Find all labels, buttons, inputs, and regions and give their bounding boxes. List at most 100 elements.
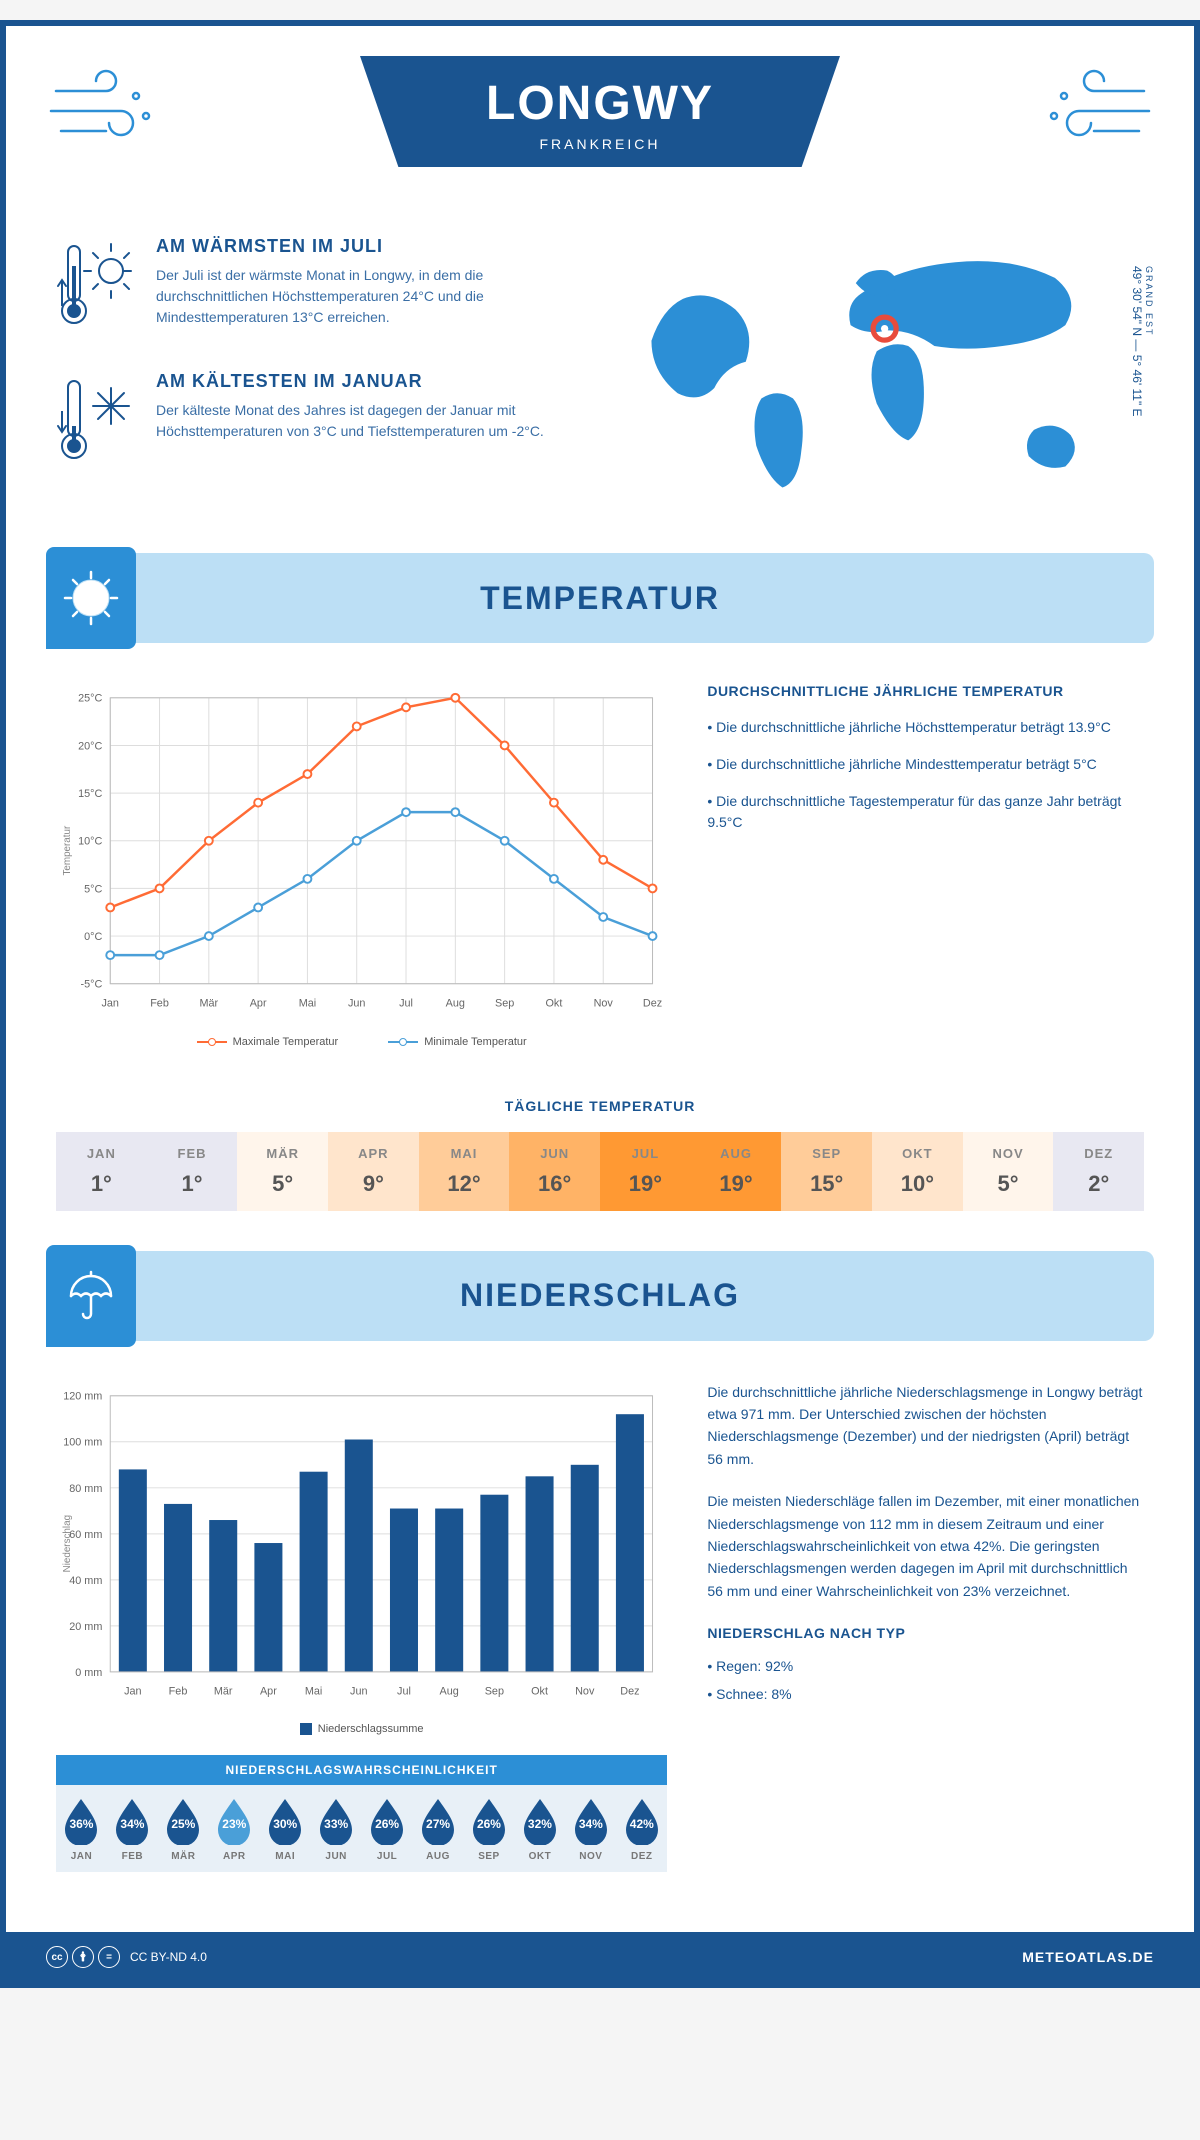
daily-temp-cell: SEP15° (781, 1132, 872, 1211)
svg-text:Jan: Jan (102, 998, 119, 1010)
svg-text:Apr: Apr (260, 1685, 277, 1697)
section-title: TEMPERATUR (480, 580, 720, 617)
drop-icon: 23% (214, 1797, 254, 1845)
coldest-title: AM KÄLTESTEN IM JANUAR (156, 371, 580, 392)
drop-icon: 36% (61, 1797, 101, 1845)
sun-icon (46, 547, 136, 649)
drop-icon: 30% (265, 1797, 305, 1845)
section-banner-precipitation: NIEDERSCHLAG (46, 1251, 1154, 1341)
temp-bullet: • Die durchschnittliche Tagestemperatur … (707, 791, 1144, 833)
daily-temp-cell: DEZ2° (1053, 1132, 1144, 1211)
daily-temp-cell: AUG19° (691, 1132, 782, 1211)
header: LONGWY FRANKREICH (6, 26, 1194, 226)
daily-temp-cell: FEB1° (147, 1132, 238, 1211)
title-banner: LONGWY FRANKREICH (360, 56, 840, 167)
warmest-title: AM WÄRMSTEN IM JULI (156, 236, 580, 257)
svg-text:Aug: Aug (440, 1685, 459, 1697)
svg-text:Niederschlag: Niederschlag (62, 1515, 73, 1572)
infographic-page: LONGWY FRANKREICH (0, 20, 1200, 1988)
umbrella-icon (46, 1245, 136, 1347)
drop-icon: 32% (520, 1797, 560, 1845)
svg-text:15°C: 15°C (78, 789, 102, 801)
svg-text:Sep: Sep (485, 1685, 504, 1697)
svg-text:Temperatur: Temperatur (62, 825, 73, 876)
svg-text:120 mm: 120 mm (63, 1390, 102, 1402)
svg-text:Apr: Apr (250, 998, 267, 1010)
svg-text:-5°C: -5°C (81, 979, 103, 991)
prob-cell: 27% AUG (413, 1785, 464, 1872)
drop-icon: 27% (418, 1797, 458, 1845)
svg-text:Feb: Feb (150, 998, 169, 1010)
prob-cell: 32% OKT (514, 1785, 565, 1872)
prob-cell: 33% JUN (311, 1785, 362, 1872)
precip-type-bullet: • Schnee: 8% (707, 1683, 1144, 1705)
daily-temp-cell: MAI12° (419, 1132, 510, 1211)
daily-temp-cell: MÄR5° (237, 1132, 328, 1211)
precip-type-title: NIEDERSCHLAG NACH TYP (707, 1622, 1144, 1644)
svg-text:Dez: Dez (643, 998, 662, 1010)
prob-cell: 23% APR (209, 1785, 260, 1872)
city-name: LONGWY (460, 76, 740, 131)
country-name: FRANKREICH (460, 136, 740, 152)
daily-temp-cell: JUL19° (600, 1132, 691, 1211)
section-title: NIEDERSCHLAG (460, 1277, 740, 1314)
drop-icon: 26% (469, 1797, 509, 1845)
facts-column: AM WÄRMSTEN IM JULI Der Juli ist der wär… (56, 236, 580, 513)
prob-cell: 36% JAN (56, 1785, 107, 1872)
site-name: METEOATLAS.DE (1022, 1949, 1154, 1965)
daily-temp-cell: NOV5° (963, 1132, 1054, 1211)
legend-max: Maximale Temperatur (233, 1036, 339, 1048)
precip-legend: Niederschlagssumme (56, 1723, 667, 1735)
precip-legend-label: Niederschlagssumme (318, 1723, 424, 1735)
precipitation-text: Die durchschnittliche jährliche Niedersc… (707, 1381, 1144, 1872)
license-text: CC BY-ND 4.0 (130, 1950, 207, 1964)
svg-text:60 mm: 60 mm (69, 1528, 102, 1540)
svg-text:Okt: Okt (531, 1685, 548, 1697)
precipitation-body: 0 mm20 mm40 mm60 mm80 mm100 mm120 mmJanF… (6, 1341, 1194, 1892)
svg-text:10°C: 10°C (78, 836, 102, 848)
thermometer-sun-icon (56, 236, 136, 341)
drop-icon: 33% (316, 1797, 356, 1845)
prob-cell: 26% JUL (362, 1785, 413, 1872)
svg-text:80 mm: 80 mm (69, 1482, 102, 1494)
svg-text:Aug: Aug (446, 998, 465, 1010)
svg-text:25°C: 25°C (78, 693, 102, 705)
temp-legend: Maximale Temperatur Minimale Temperatur (56, 1036, 667, 1048)
svg-text:Dez: Dez (620, 1685, 639, 1697)
wind-icon (46, 66, 166, 161)
svg-text:Mär: Mär (214, 1685, 233, 1697)
precip-p1: Die durchschnittliche jährliche Niedersc… (707, 1381, 1144, 1471)
coordinates: GRAND EST 49° 30' 54" N — 5° 46' 11" E (1130, 266, 1154, 417)
svg-text:Sep: Sep (495, 998, 514, 1010)
svg-text:Jul: Jul (397, 1685, 411, 1697)
temperature-text: DURCHSCHNITTLICHE JÄHRLICHE TEMPERATUR •… (707, 683, 1144, 1047)
wind-icon (1034, 66, 1154, 161)
coldest-text: Der kälteste Monat des Jahres ist dagege… (156, 400, 580, 442)
section-banner-temperature: TEMPERATUR (46, 553, 1154, 643)
svg-text:Jun: Jun (350, 1685, 367, 1697)
prob-grid: 36% JAN 34% FEB 25% MÄR 23% APR 30% MAI (56, 1785, 667, 1872)
cc-icons: cc🛉= (46, 1946, 120, 1968)
coldest-fact: AM KÄLTESTEN IM JANUAR Der kälteste Mona… (56, 371, 580, 476)
daily-temp-title: TÄGLICHE TEMPERATUR (6, 1098, 1194, 1114)
map-column: GRAND EST 49° 30' 54" N — 5° 46' 11" E (620, 236, 1144, 513)
svg-text:Nov: Nov (575, 1685, 595, 1697)
svg-text:0 mm: 0 mm (75, 1667, 102, 1679)
prob-cell: 42% DEZ (616, 1785, 667, 1872)
temp-bullet: • Die durchschnittliche jährliche Höchst… (707, 717, 1144, 738)
svg-text:Nov: Nov (594, 998, 614, 1010)
svg-text:Jul: Jul (399, 998, 413, 1010)
daily-temp-cell: OKT10° (872, 1132, 963, 1211)
daily-temp-cell: JAN1° (56, 1132, 147, 1211)
region-label: GRAND EST (1144, 266, 1154, 411)
svg-text:5°C: 5°C (84, 884, 102, 896)
precip-p2: Die meisten Niederschläge fallen im Deze… (707, 1490, 1144, 1602)
svg-text:Okt: Okt (546, 998, 563, 1010)
temp-bullet: • Die durchschnittliche jährliche Mindes… (707, 754, 1144, 775)
temperature-chart: -5°C0°C5°C10°C15°C20°C25°CJanFebMärAprMa… (56, 683, 667, 1047)
svg-text:20 mm: 20 mm (69, 1621, 102, 1633)
daily-temp-cell: JUN16° (509, 1132, 600, 1211)
precip-probability: NIEDERSCHLAGSWAHRSCHEINLICHKEIT 36% JAN … (56, 1755, 667, 1872)
drop-icon: 34% (571, 1797, 611, 1845)
temp-text-title: DURCHSCHNITTLICHE JÄHRLICHE TEMPERATUR (707, 683, 1144, 699)
